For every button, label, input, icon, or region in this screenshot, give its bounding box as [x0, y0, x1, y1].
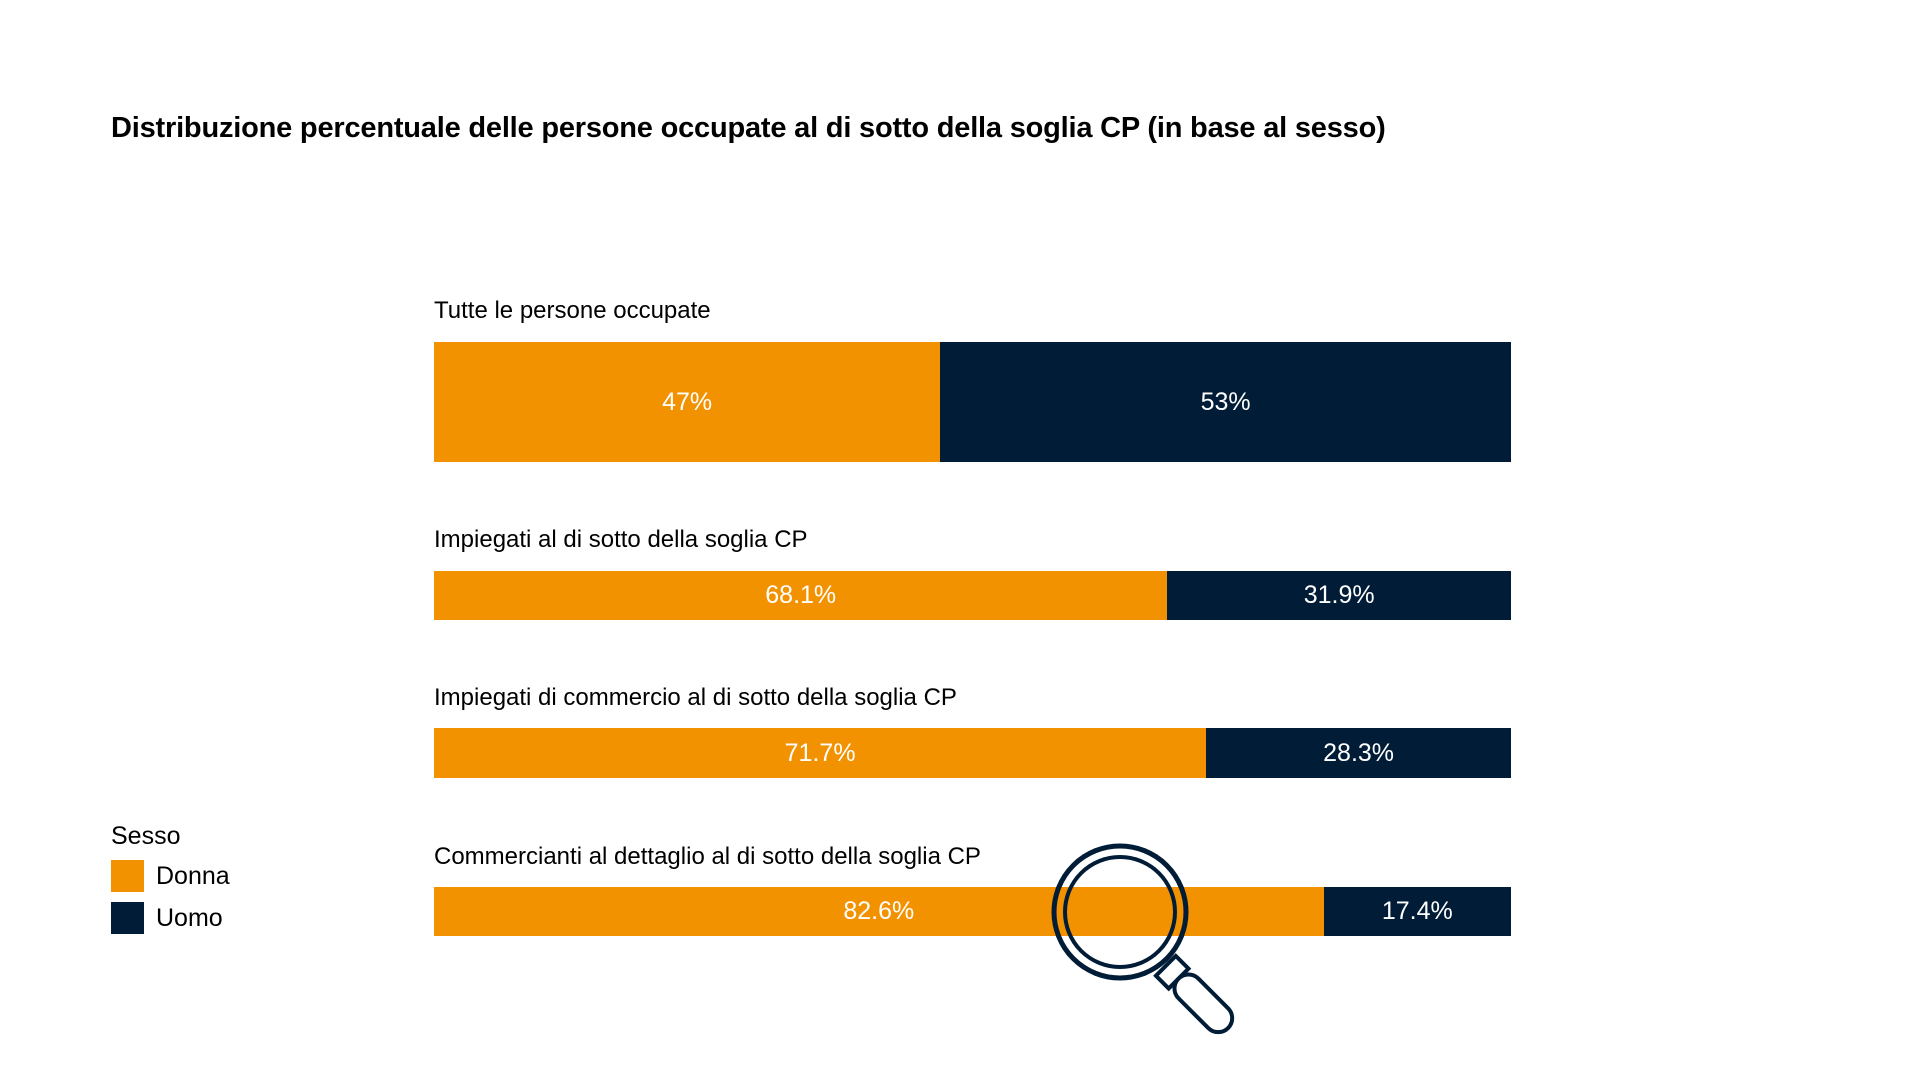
legend-swatch-uomo [111, 902, 144, 934]
category-label: Tutte le persone occupate [434, 297, 711, 324]
bar-segment-donna: 68.1% [434, 571, 1168, 620]
bar-segment-uomo: 31.9% [1167, 571, 1511, 620]
bar-segment-donna: 82.6% [434, 887, 1324, 936]
bar-segment-uomo: 28.3% [1206, 728, 1511, 778]
stacked-bar: 82.6% 17.4% [434, 887, 1511, 936]
category-label: Commercianti al dettaglio al di sotto de… [434, 843, 981, 870]
data-label: 28.3% [1323, 738, 1395, 767]
data-label: 53% [1200, 387, 1251, 416]
legend-item-donna: Donna [111, 860, 230, 892]
data-label: 68.1% [765, 581, 837, 609]
data-label: 47% [662, 387, 713, 416]
stacked-bar: 71.7% 28.3% [434, 728, 1511, 778]
category-label: Impiegati al di sotto della soglia CP [434, 526, 808, 553]
chart-title: Distribuzione percentuale delle persone … [111, 112, 1386, 144]
legend-title: Sesso [111, 822, 181, 850]
legend-swatch-donna [111, 860, 144, 892]
bar-segment-donna: 47% [434, 342, 941, 462]
bar-segment-uomo: 53% [940, 342, 1511, 462]
legend-label-uomo: Uomo [156, 903, 223, 932]
legend-label-donna: Donna [156, 861, 230, 890]
data-label: 82.6% [843, 897, 915, 925]
data-label: 31.9% [1303, 581, 1375, 609]
data-label: 17.4% [1381, 897, 1453, 925]
legend-item-uomo: Uomo [111, 902, 223, 934]
stacked-bar: 68.1% 31.9% [434, 571, 1511, 620]
bar-segment-donna: 71.7% [434, 728, 1207, 778]
bar-segment-uomo: 17.4% [1323, 887, 1511, 936]
category-label: Impiegati di commercio al di sotto della… [434, 684, 957, 711]
stacked-bar: 47% 53% [434, 342, 1511, 462]
data-label: 71.7% [784, 738, 856, 767]
